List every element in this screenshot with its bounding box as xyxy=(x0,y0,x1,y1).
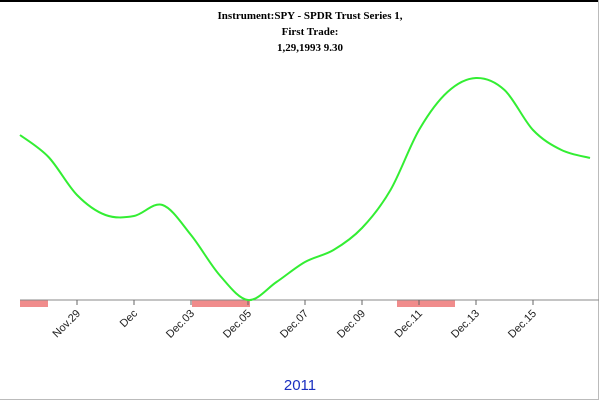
chart-title: First Trade: xyxy=(282,26,339,38)
x-tick-label: Dec.07 xyxy=(278,308,311,341)
x-tick-label: Nov.29 xyxy=(51,308,84,341)
chart-title: 1,29,1993 9.30 xyxy=(277,42,344,54)
x-tick-label: Dec.03 xyxy=(164,308,197,341)
axis-highlight xyxy=(20,300,48,307)
x-tick-label: Dec.09 xyxy=(335,308,368,341)
x-tick-label: Dec.15 xyxy=(506,308,539,341)
chart-title: Instrument:SPY - SPDR Trust Series 1, xyxy=(218,10,403,22)
axis-highlight xyxy=(192,300,250,307)
x-tick-label: Dec.13 xyxy=(449,308,482,341)
x-tick-label: Dec.05 xyxy=(221,308,254,341)
x-axis-label: 2011 xyxy=(284,377,316,394)
line-series xyxy=(19,76,591,302)
x-tick-label: Dec xyxy=(118,307,141,330)
x-tick-label: Dec.11 xyxy=(393,308,426,341)
axis-highlight xyxy=(397,300,455,307)
